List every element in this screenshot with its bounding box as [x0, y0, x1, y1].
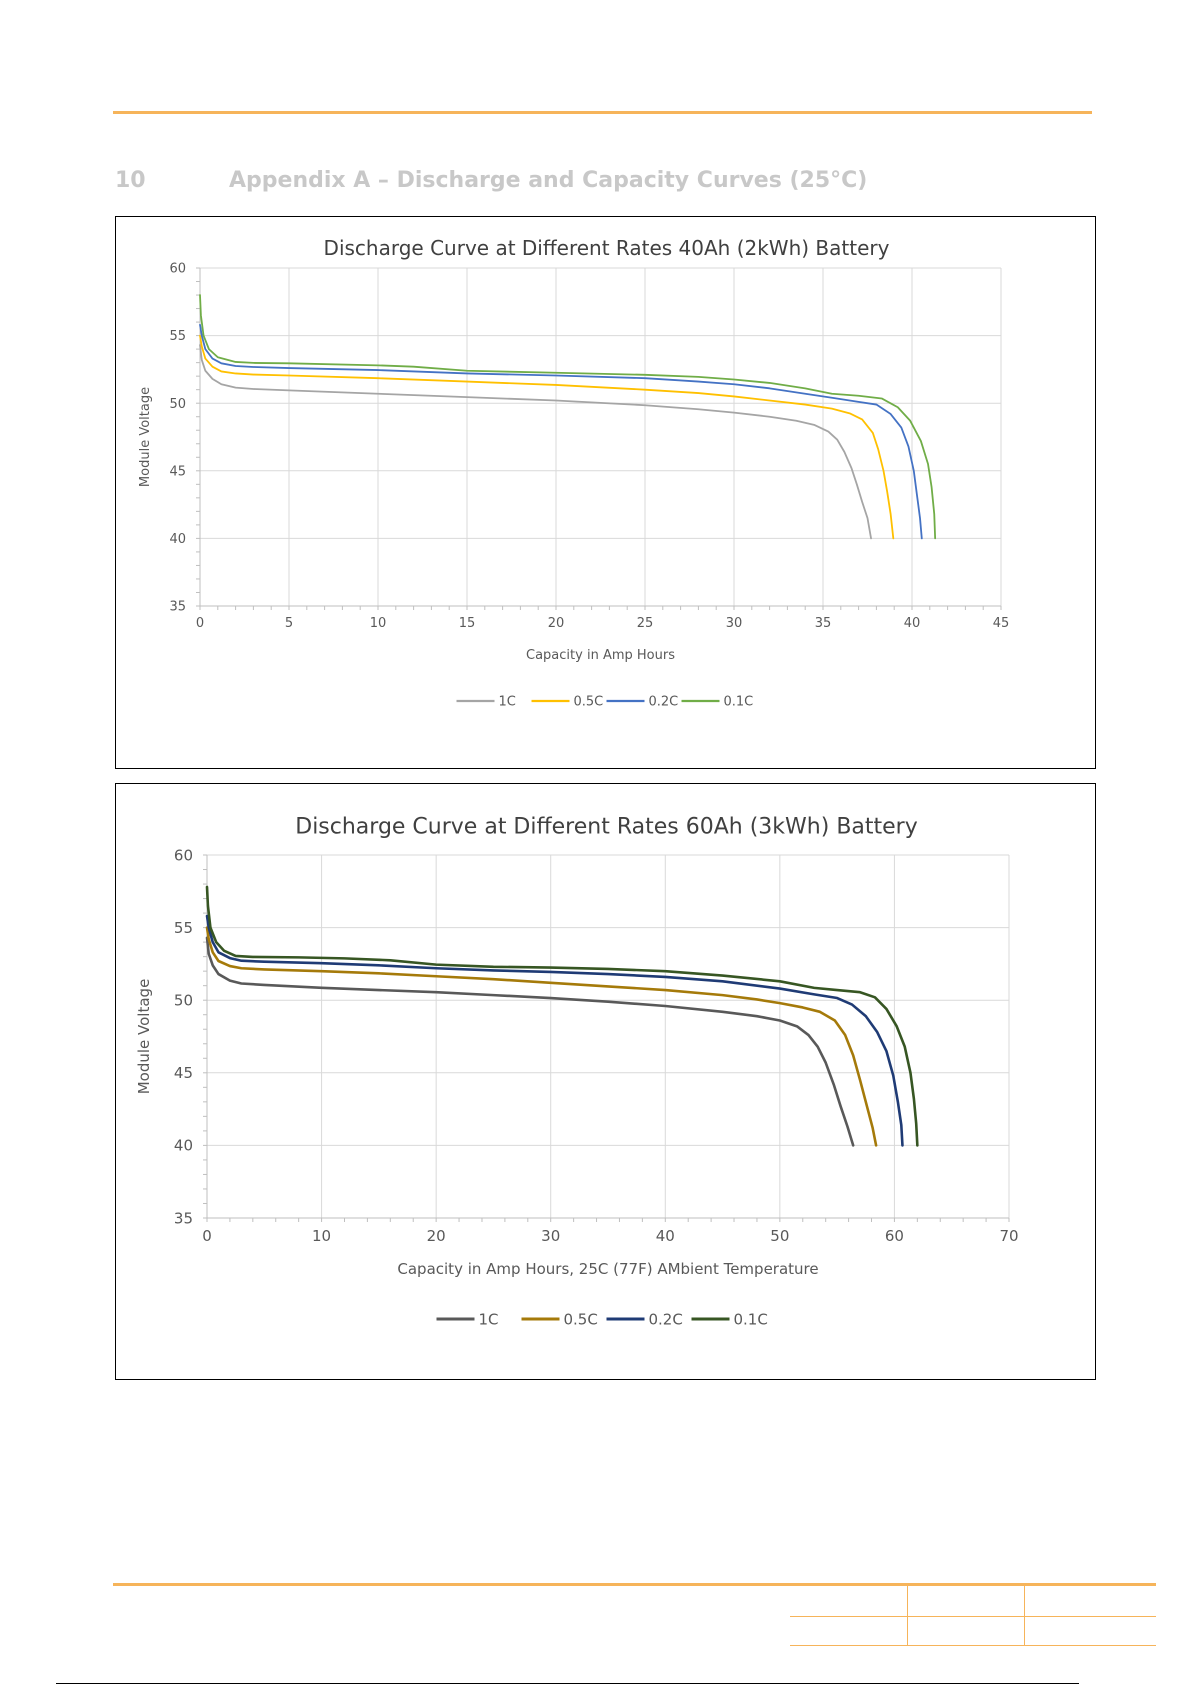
y-tick-label: 40 — [169, 532, 186, 547]
chart-title: Discharge Curve at Different Rates 60Ah … — [295, 815, 918, 840]
chart-title: Discharge Curve at Different Rates 40Ah … — [324, 236, 890, 260]
x-tick-label: 5 — [285, 616, 293, 631]
y-tick-label: 50 — [174, 991, 193, 1009]
series-line-0.1C — [205, 885, 919, 1147]
footer-rule — [113, 1583, 1156, 1586]
x-tick-label: 70 — [999, 1227, 1018, 1245]
y-tick-label: 35 — [169, 600, 186, 615]
header-rule — [113, 111, 1092, 114]
series-line-1C — [199, 344, 872, 540]
y-tick-label: 35 — [174, 1209, 193, 1227]
series-line-0.2C — [199, 323, 923, 540]
page-bottom-line — [56, 1683, 1079, 1684]
legend-label-0.2C: 0.2C — [649, 1310, 683, 1328]
y-tick-label: 60 — [174, 846, 193, 864]
series-line-0.1C — [199, 294, 937, 540]
discharge-chart-60ah: Discharge Curve at Different Rates 60Ah … — [115, 783, 1096, 1380]
chart-svg: Discharge Curve at Different Rates 40Ah … — [138, 236, 1010, 710]
legend-label-1C: 1C — [479, 1310, 499, 1328]
y-tick-label: 45 — [169, 464, 186, 479]
chart-svg: Discharge Curve at Different Rates 60Ah … — [135, 815, 1019, 1329]
y-tick-label: 50 — [169, 397, 186, 412]
series-line-0.5C — [205, 926, 878, 1147]
footer-table-line — [790, 1616, 1156, 1617]
footer-table-line — [790, 1645, 1156, 1646]
x-tick-label: 30 — [726, 616, 743, 631]
x-tick-label: 40 — [656, 1227, 675, 1245]
legend-label-0.5C: 0.5C — [564, 1310, 598, 1328]
x-tick-label: 15 — [459, 616, 476, 631]
y-tick-label: 55 — [174, 919, 193, 937]
y-axis-label: Module Voltage — [138, 387, 153, 487]
legend-label-0.1C: 0.1C — [724, 695, 754, 710]
x-axis-label: Capacity in Amp Hours, 25C (77F) AMbient… — [397, 1260, 818, 1278]
section-number: 10 — [115, 168, 146, 193]
y-tick-label: 60 — [169, 262, 186, 277]
x-tick-label: 50 — [770, 1227, 789, 1245]
x-tick-label: 0 — [202, 1227, 212, 1245]
x-axis-label: Capacity in Amp Hours — [526, 648, 675, 663]
x-tick-label: 45 — [993, 616, 1010, 631]
footer-table-line — [907, 1586, 908, 1646]
x-tick-label: 30 — [541, 1227, 560, 1245]
footer-table — [790, 1586, 1156, 1646]
x-tick-label: 60 — [885, 1227, 904, 1245]
x-tick-label: 0 — [196, 616, 204, 631]
legend-label-0.5C: 0.5C — [574, 695, 604, 710]
footer-table-line — [1024, 1586, 1025, 1646]
legend-label-0.2C: 0.2C — [649, 695, 679, 710]
x-tick-label: 10 — [370, 616, 387, 631]
x-tick-label: 40 — [904, 616, 921, 631]
x-tick-label: 25 — [637, 616, 654, 631]
section-title: Appendix A – Discharge and Capacity Curv… — [229, 168, 868, 193]
legend-label-0.1C: 0.1C — [734, 1310, 768, 1328]
x-tick-label: 20 — [548, 616, 565, 631]
series-line-0.5C — [199, 334, 895, 540]
y-tick-label: 40 — [174, 1137, 193, 1155]
series-line-0.2C — [205, 914, 904, 1147]
legend-label-1C: 1C — [499, 695, 516, 710]
y-tick-label: 45 — [174, 1064, 193, 1082]
y-tick-label: 55 — [169, 329, 186, 344]
x-tick-label: 10 — [312, 1227, 331, 1245]
x-tick-label: 35 — [815, 616, 832, 631]
x-tick-label: 20 — [427, 1227, 446, 1245]
series-line-1C — [205, 936, 855, 1147]
y-axis-label: Module Voltage — [135, 979, 153, 1095]
discharge-chart-40ah: Discharge Curve at Different Rates 40Ah … — [115, 216, 1096, 769]
